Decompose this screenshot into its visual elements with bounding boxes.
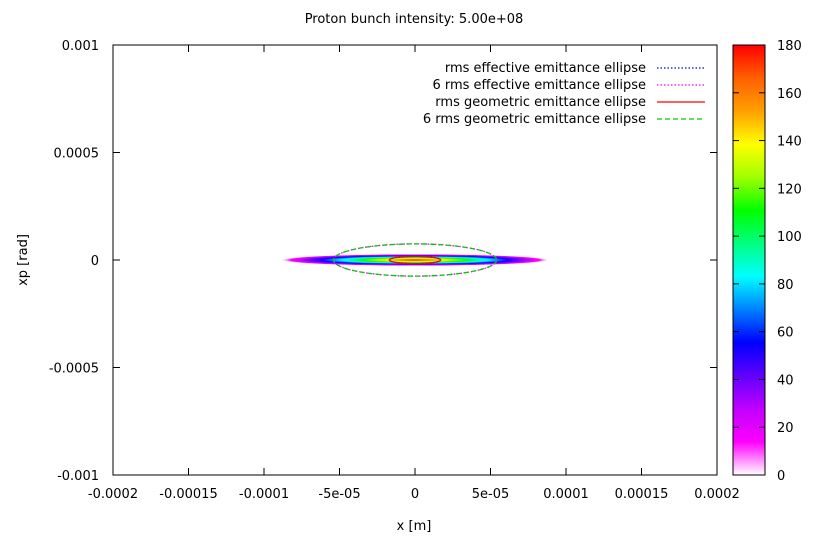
bunch-density-map xyxy=(279,254,551,266)
colorbar-frame xyxy=(732,44,766,476)
y-axis-ticks: 0.001 0.0005 0 -0.0005 -0.001 xyxy=(49,39,717,484)
bunch-density-spot xyxy=(279,254,551,266)
colorbar-tick-label: 20 xyxy=(777,421,794,436)
y-tick-label: 0.001 xyxy=(62,39,99,54)
legend-label: 6 rms geometric emittance ellipse xyxy=(423,112,646,127)
emittance-ellipse-2 xyxy=(388,255,442,265)
y-tick-label: 0.0005 xyxy=(54,147,100,162)
x-axis-ticks: -0.0002 -0.00015 -0.0001 -5e-05 0 5e-05 0.0001… xyxy=(88,45,740,502)
colorbar-tick-label: 140 xyxy=(777,135,802,150)
x-tick-label: 0 xyxy=(411,487,419,502)
legend-label: rms effective emittance ellipse xyxy=(445,61,646,76)
y-axis-label: xp [rad] xyxy=(16,234,31,286)
legend-label: 6 rms effective emittance ellipse xyxy=(432,78,646,93)
x-tick-label: 5e-05 xyxy=(472,487,510,502)
y-tick-label: -0.001 xyxy=(57,469,99,484)
colorbar-fill xyxy=(733,45,765,475)
colorbar-tick-label: 0 xyxy=(777,469,785,484)
colorbar-tick-label: 120 xyxy=(777,182,802,197)
colorbar-tick-label: 40 xyxy=(777,373,794,388)
x-tick-label: 0.0001 xyxy=(543,487,589,502)
chart-title: Proton bunch intensity: 5.00e+08 xyxy=(305,12,524,27)
emittance-ellipse-3 xyxy=(332,243,498,277)
colorbar-tick-label: 60 xyxy=(777,326,794,341)
x-tick-label: -0.0002 xyxy=(88,487,138,502)
x-tick-label: -0.00015 xyxy=(159,487,217,502)
colorbar-tick-label: 100 xyxy=(777,230,802,245)
colorbar-ticks: 180 160 140 120 100 80 60 40 20 0 xyxy=(733,39,802,484)
y-tick-label: 0 xyxy=(91,254,99,269)
y-tick-label: -0.0005 xyxy=(49,362,99,377)
colorbar-tick-label: 180 xyxy=(777,39,802,54)
legend-label: rms geometric emittance ellipse xyxy=(435,95,646,110)
emittance-ellipses xyxy=(332,243,498,277)
x-tick-label: 0.0002 xyxy=(694,487,740,502)
legend: rms effective emittance ellipse 6 rms eff… xyxy=(423,61,705,127)
colorbar-tick-label: 160 xyxy=(777,87,802,102)
x-tick-label: -0.0001 xyxy=(239,487,289,502)
x-tick-label: -5e-05 xyxy=(318,487,360,502)
colorbar-tick-label: 80 xyxy=(777,278,794,293)
x-axis-label: x [m] xyxy=(397,519,432,534)
x-tick-label: 0.00015 xyxy=(615,487,669,502)
